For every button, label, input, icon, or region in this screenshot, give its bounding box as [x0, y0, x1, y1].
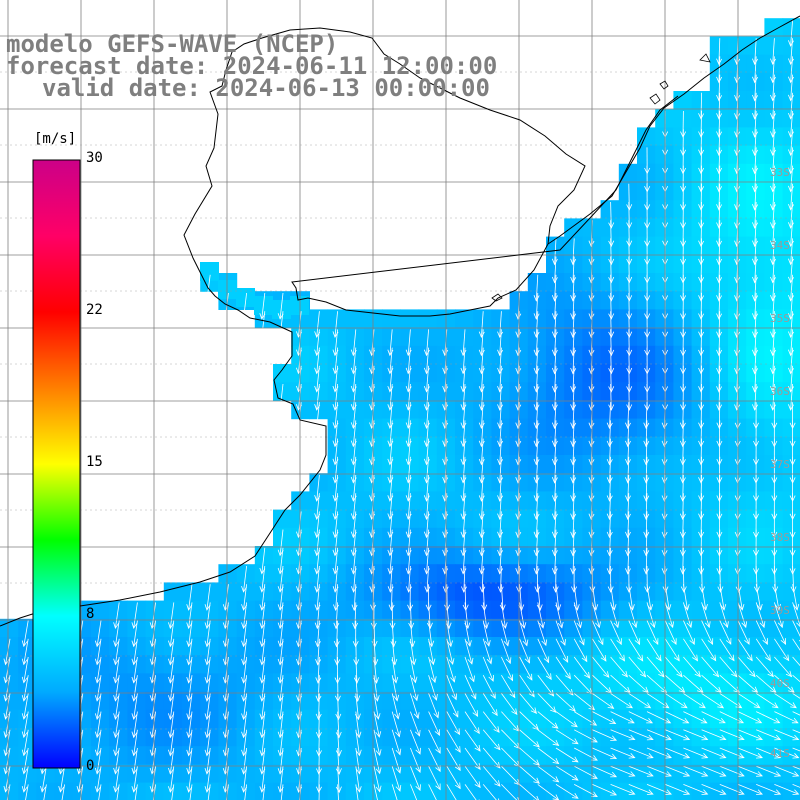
model-title: modelo GEFS-WAVE (NCEP): [6, 30, 339, 58]
colorbar: [32, 159, 81, 769]
valid-date: valid date: 2024-06-13 00:00:00: [42, 74, 490, 102]
latitude-label: 37S: [770, 458, 790, 471]
colorbar-tick-8: 8: [86, 606, 95, 622]
colorbar-unit: [m/s]: [34, 131, 77, 147]
colorbar-tick-0: 0: [86, 758, 95, 774]
colorbar-gradient: [32, 159, 81, 769]
colorbar-tick-15: 15: [86, 454, 103, 470]
colorbar-tick-22: 22: [86, 302, 103, 318]
latitude-label: 40S: [770, 677, 790, 690]
ocean-wind-field: [0, 18, 800, 800]
coastline: [0, 15, 800, 627]
latitude-label: 41S: [770, 747, 790, 760]
latitude-label: 38S: [770, 531, 790, 544]
latitude-label: 35S: [770, 312, 790, 325]
latitude-label: 33S: [770, 166, 790, 179]
latitude-label: 34S: [770, 239, 790, 252]
latitude-label: 39S: [770, 604, 790, 617]
latitude-label: 36S: [770, 385, 790, 398]
latitude-labels: 33S 34S 35S 36S 37S 38S 39S 40S 41S: [770, 166, 790, 760]
forecast-date: forecast date: 2024-06-11 12:00:00: [6, 52, 498, 80]
colorbar-tick-30: 30: [86, 150, 103, 166]
